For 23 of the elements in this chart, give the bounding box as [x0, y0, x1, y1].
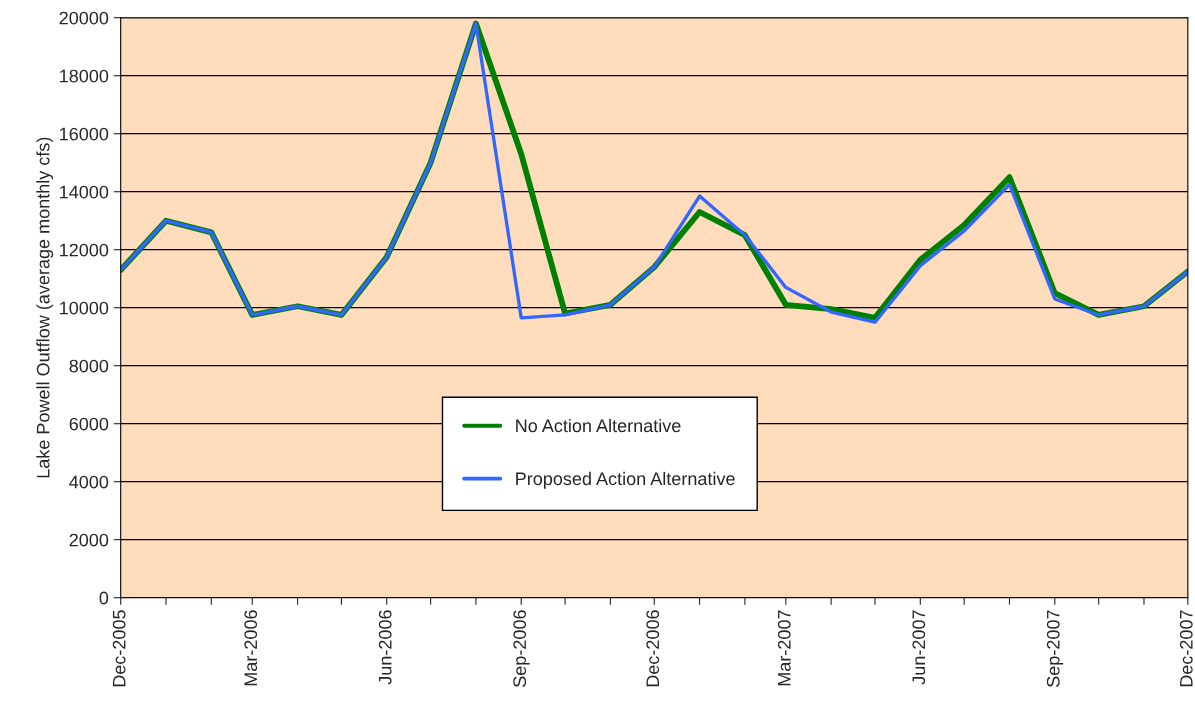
y-tick-label: 2000 — [69, 533, 109, 547]
x-tick-label: Mar-2007 — [777, 610, 791, 686]
y-tick-label: 16000 — [60, 127, 109, 141]
y-tick-label: 0 — [99, 591, 109, 605]
x-tick-label: Dec-2005 — [112, 610, 126, 687]
x-tick-label: Dec-2006 — [646, 610, 660, 687]
legend-label: No Action Alternative — [516, 418, 681, 433]
y-tick-label: 14000 — [60, 185, 109, 199]
x-tick-label: Sep-2006 — [513, 610, 530, 687]
x-tick-label: Jun-2006 — [378, 610, 392, 685]
y-tick-label: 8000 — [69, 359, 109, 373]
x-tick-label: Mar-2006 — [244, 610, 258, 686]
legend-label: Proposed Action Alternative — [516, 471, 735, 489]
y-tick-label: 4000 — [69, 475, 109, 489]
y-tick-label: 6000 — [69, 417, 109, 431]
x-tick-label: Sep-2007 — [1046, 610, 1064, 687]
y-tick-label: 12000 — [60, 243, 109, 257]
y-tick-label: 18000 — [60, 69, 109, 83]
x-tick-label: Dec-2007 — [1179, 610, 1193, 687]
y-tick-label: 10000 — [60, 301, 109, 315]
y-axis-title: Lake Powell Outflow (average monthly cfs) — [36, 137, 54, 478]
y-tick-label: 20000 — [59, 11, 109, 25]
x-tick-label: Jun-2007 — [912, 610, 926, 685]
